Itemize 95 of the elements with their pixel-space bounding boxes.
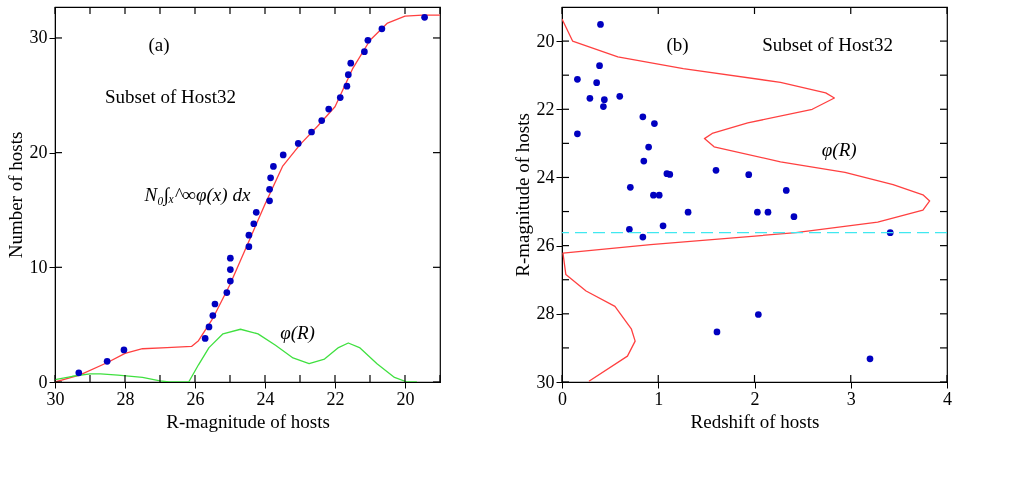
point	[655, 191, 663, 199]
x-axis-title: Redshift of hosts	[690, 410, 820, 432]
x-tick-label: 30	[46, 388, 65, 409]
x-tick-label: 3	[846, 388, 856, 409]
line-series	[55, 14, 440, 382]
point	[745, 171, 753, 179]
point	[601, 96, 608, 104]
point	[223, 289, 231, 296]
y-tick-label: 10	[29, 256, 48, 277]
y-tick-label: 26	[536, 235, 555, 256]
point	[574, 75, 581, 83]
point	[364, 36, 372, 44]
x-axis-title: R-magnitude of hosts	[166, 410, 330, 432]
point	[267, 174, 274, 182]
y-tick-label: 20	[536, 30, 555, 51]
annotation: N₀∫ₓ^∞φ(x) dx	[143, 183, 251, 207]
x-tick-label: 28	[116, 388, 135, 409]
annotation: Subset of Host32	[762, 33, 894, 55]
point	[227, 277, 234, 285]
annotation: (a)	[148, 33, 170, 56]
point	[227, 254, 234, 262]
point	[361, 48, 368, 56]
point	[754, 208, 761, 216]
point	[755, 311, 762, 318]
point	[266, 197, 273, 205]
x-tick-label: 1	[654, 388, 664, 409]
point	[245, 243, 253, 251]
point	[640, 157, 648, 165]
point	[75, 369, 83, 377]
point	[586, 95, 594, 102]
point	[639, 233, 647, 241]
point	[279, 151, 287, 159]
point	[782, 187, 790, 194]
point	[266, 185, 273, 193]
point	[308, 128, 315, 136]
x-tick-label: 22	[326, 388, 345, 409]
annotation: φ(R)	[280, 322, 315, 345]
point	[600, 103, 607, 110]
point	[245, 231, 253, 239]
annotation: Subset of Host32	[105, 86, 236, 107]
point	[347, 59, 355, 67]
point	[712, 166, 720, 174]
point	[626, 183, 634, 191]
x-tick-label: 4	[943, 388, 952, 409]
point	[574, 130, 581, 138]
point	[593, 79, 600, 87]
point	[650, 191, 657, 199]
point	[211, 300, 219, 308]
annotation: (b)	[666, 33, 689, 56]
annotation: φ(R)	[821, 138, 857, 161]
y-axis-title: Number of hosts	[4, 131, 26, 259]
point	[626, 225, 633, 233]
point	[639, 113, 647, 121]
point	[205, 323, 213, 331]
y-tick-label: 30	[536, 371, 555, 392]
point	[103, 358, 111, 365]
point	[294, 140, 302, 147]
x-tick-label: 20	[396, 388, 415, 409]
point	[250, 220, 258, 228]
y-tick-label: 22	[536, 98, 555, 119]
y-tick-label: 0	[38, 371, 48, 392]
y-tick-label: 24	[536, 166, 555, 187]
point	[270, 163, 277, 170]
point	[421, 13, 428, 21]
point	[597, 21, 604, 28]
point	[120, 346, 128, 354]
point	[645, 143, 652, 151]
point	[684, 208, 692, 216]
y-tick-label: 30	[29, 27, 48, 48]
line-series	[55, 328, 418, 382]
y-tick-label: 20	[29, 142, 48, 163]
point	[378, 25, 386, 33]
point	[227, 266, 234, 273]
point	[252, 208, 260, 216]
x-tick-label: 26	[186, 388, 205, 409]
point	[201, 335, 209, 342]
line-series	[562, 18, 931, 382]
point	[616, 92, 624, 100]
point	[790, 213, 798, 221]
point	[343, 82, 351, 90]
point	[651, 120, 658, 127]
point	[318, 117, 326, 124]
y-tick-label: 28	[536, 303, 555, 324]
point	[764, 208, 772, 216]
point	[336, 94, 344, 101]
y-axis-title: R-magnitude of hosts	[511, 113, 533, 277]
point	[659, 222, 667, 230]
x-tick-label: 24	[256, 388, 275, 409]
point	[325, 105, 333, 113]
point	[866, 355, 874, 363]
point	[344, 71, 352, 79]
x-tick-label: 2	[750, 388, 760, 409]
point	[596, 62, 603, 69]
point	[209, 312, 217, 319]
point	[713, 328, 721, 336]
